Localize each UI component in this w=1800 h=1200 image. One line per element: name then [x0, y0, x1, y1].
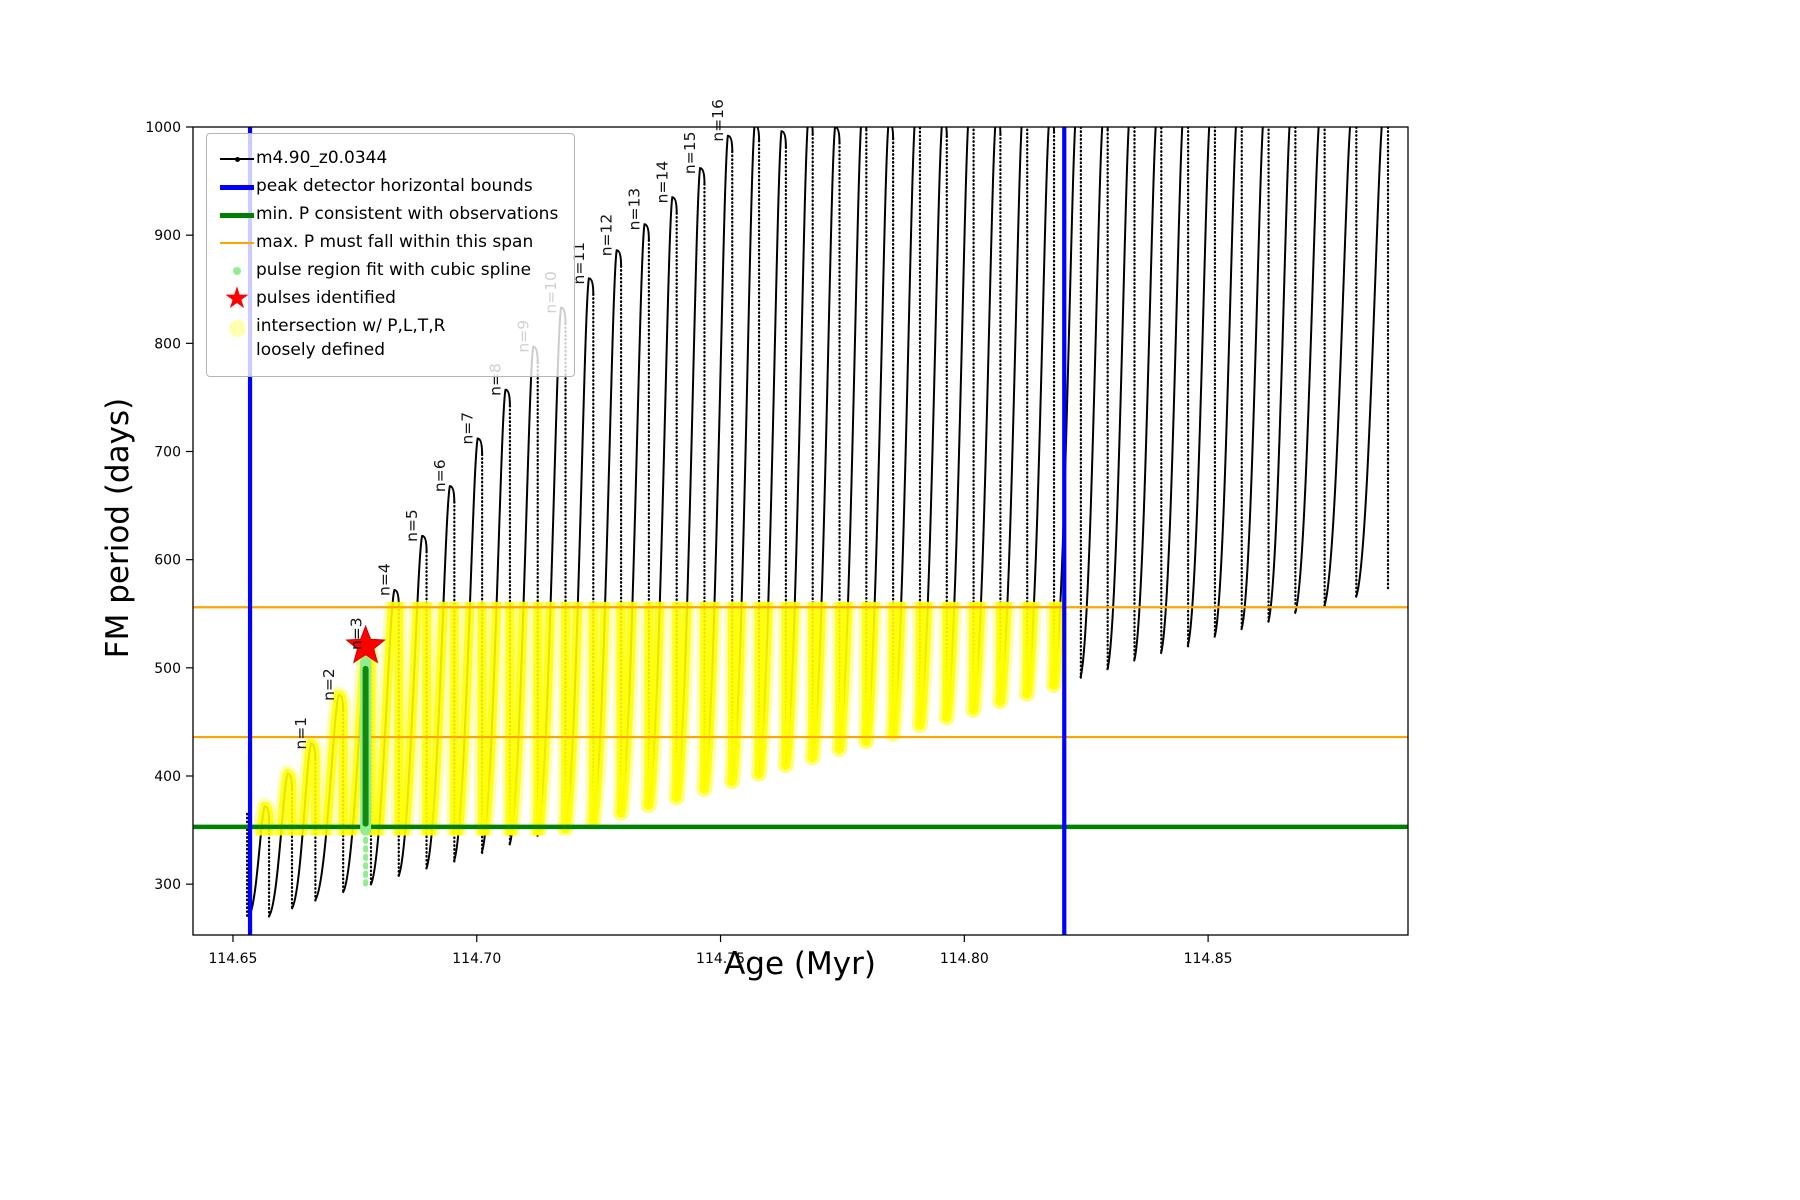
legend-entry-intersection: intersection w/ P,L,T,R loosely defined: [218, 315, 558, 363]
legend-label: pulses identified: [256, 288, 396, 309]
pulse-label: n=13: [625, 188, 643, 231]
yellow-dot-icon: [218, 315, 256, 339]
y-tick-label: 500: [154, 661, 181, 677]
y-tick-label: 600: [154, 553, 181, 569]
legend-entry-series: m4.90_z0.0344: [218, 147, 558, 171]
legend-entry-peak-bounds: peak detector horizontal bounds: [218, 175, 558, 199]
pulse-label: n=5: [403, 509, 421, 542]
pulse-label: n=12: [598, 214, 616, 257]
pulse-label: n=7: [459, 412, 477, 445]
pulse-identified-star: [345, 624, 386, 664]
legend-label: max. P must fall within this span: [256, 232, 534, 253]
y-axis-label: FM period (days): [100, 397, 136, 659]
y-tick-label: 300: [154, 877, 181, 893]
legend-label: m4.90_z0.0344: [256, 148, 388, 169]
legend-entry-pulses: ★ pulses identified: [218, 281, 558, 316]
y-tick-label: 700: [154, 444, 181, 460]
pulse-label: n=16: [709, 99, 727, 142]
red-star-icon: ★: [223, 281, 251, 316]
series-line-dot-icon: [218, 147, 256, 171]
orange-line-icon: [218, 231, 256, 255]
pulse-labels: n=1n=2n=3n=4n=5n=6n=7n=8n=9n=10n=11n=12n…: [292, 99, 727, 749]
pulse-label: n=15: [681, 132, 699, 175]
x-tick-label: 114.80: [940, 951, 989, 967]
pulse-label: n=4: [375, 563, 393, 596]
legend-label: min. P consistent with observations: [256, 204, 559, 225]
x-tick-label: 114.75: [696, 951, 745, 967]
legend-entry-spline: pulse region fit with cubic spline: [218, 259, 558, 283]
pulse-label: n=3: [348, 617, 366, 650]
legend-entry-min-p: min. P consistent with observations: [218, 203, 558, 227]
x-tick-label: 114.65: [208, 951, 257, 967]
legend-entry-max-p: max. P must fall within this span: [218, 231, 558, 255]
max-P-span-lines: [193, 606, 1408, 739]
blue-line-icon: [218, 175, 256, 199]
axes-frame: [192, 126, 1409, 936]
pulse-label: n=1: [292, 717, 310, 750]
axis-ticks: 114.65 114.70 114.75 114.80 114.85 300 400 500 6…: [145, 120, 1232, 967]
legend-label: peak detector horizontal bounds: [256, 176, 533, 197]
pulse-label: n=6: [431, 459, 449, 492]
y-tick-label: 1000: [145, 120, 181, 136]
y-tick-label: 400: [154, 769, 181, 785]
legend: m4.90_z0.0344 peak detector horizontal b…: [206, 133, 576, 377]
legend-label: intersection w/ P,L,T,R loosely defined: [256, 316, 446, 360]
pulse-label: n=2: [320, 668, 338, 701]
y-tick-label: 800: [154, 336, 181, 352]
green-line-icon: [218, 203, 256, 227]
x-axis-label: Age (Myr): [724, 946, 876, 982]
lightgreen-dot-icon: [218, 259, 256, 283]
x-tick-label: 114.85: [1184, 951, 1233, 967]
y-tick-label: 900: [154, 228, 181, 244]
x-tick-label: 114.70: [452, 951, 501, 967]
legend-label: pulse region fit with cubic spline: [256, 260, 532, 281]
pulse-label: n=14: [653, 161, 671, 204]
